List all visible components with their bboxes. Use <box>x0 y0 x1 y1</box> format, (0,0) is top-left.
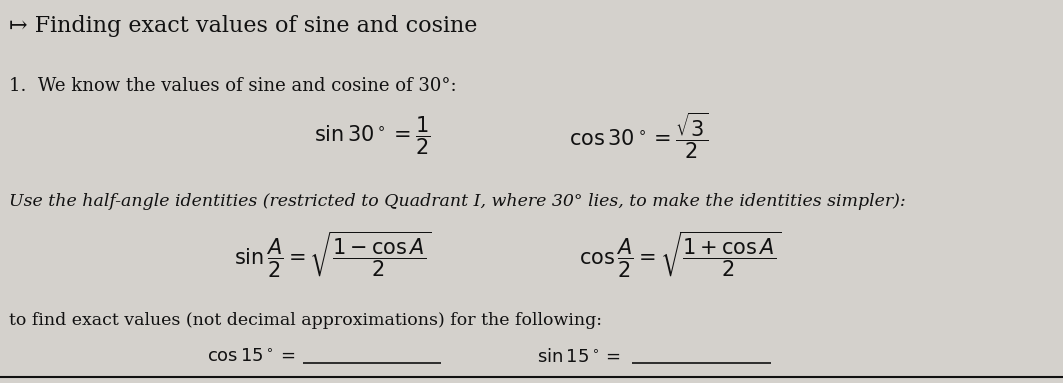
Text: $\sin 30^\circ = \dfrac{1}{2}$: $\sin 30^\circ = \dfrac{1}{2}$ <box>314 115 431 157</box>
Text: $\sin \dfrac{A}{2} = \sqrt{\dfrac{1 - \cos A}{2}}$: $\sin \dfrac{A}{2} = \sqrt{\dfrac{1 - \c… <box>234 229 432 280</box>
Text: $\cos 15^\circ = $: $\cos 15^\circ = $ <box>207 348 296 366</box>
Text: to find exact values (not decimal approximations) for the following:: to find exact values (not decimal approx… <box>9 312 602 329</box>
Text: 1.  We know the values of sine and cosine of 30°:: 1. We know the values of sine and cosine… <box>9 77 456 95</box>
Text: ↦ Finding exact values of sine and cosine: ↦ Finding exact values of sine and cosin… <box>9 15 477 37</box>
Text: $\sin 15^\circ = $: $\sin 15^\circ = $ <box>537 348 621 366</box>
Text: $\cos 30^\circ = \dfrac{\sqrt{3}}{2}$: $\cos 30^\circ = \dfrac{\sqrt{3}}{2}$ <box>569 111 708 161</box>
Text: $\cos \dfrac{A}{2} = \sqrt{\dfrac{1 + \cos A}{2}}$: $\cos \dfrac{A}{2} = \sqrt{\dfrac{1 + \c… <box>579 229 781 280</box>
Text: Use the half-angle identities (restricted to Quadrant I, where 30° lies, to make: Use the half-angle identities (restricte… <box>9 193 906 210</box>
